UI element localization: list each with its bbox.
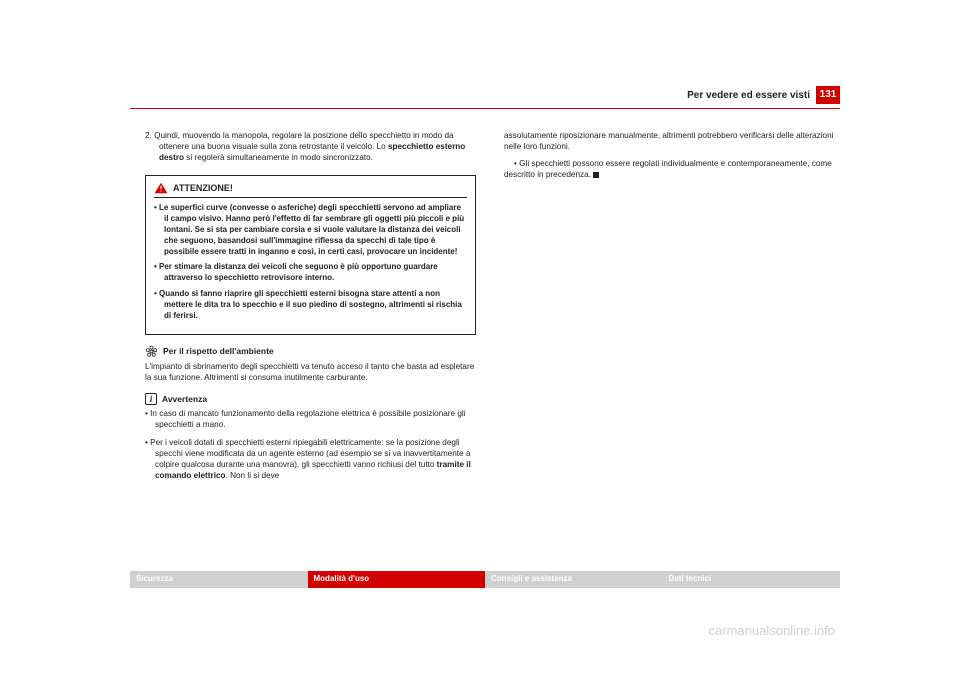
notice-b2-b: . Non li si deve <box>226 471 280 480</box>
left-column: 2. Quindi, muovendo la manopola, regolar… <box>145 130 476 558</box>
environment-title: Per il rispetto dell'ambiente <box>163 346 274 357</box>
environment-header: Per il rispetto dell'ambiente <box>145 345 476 358</box>
right-p1: assolutamente riposizionare manualmente,… <box>504 130 835 152</box>
content-area: 2. Quindi, muovendo la manopola, regolar… <box>145 130 835 558</box>
warning-bullet-3: • Quando si fanno riaprire gli specchiet… <box>154 289 467 321</box>
warning-bullet-2: • Per stimare la distanza dei veicoli ch… <box>154 262 467 284</box>
notice-title: Avvertenza <box>162 394 207 405</box>
flower-icon <box>145 345 158 358</box>
page: Per vedere ed essere visti 131 2. Quindi… <box>0 0 960 678</box>
warning-box: ATTENZIONE! • Le superfici curve (conves… <box>145 175 476 335</box>
warning-bullet-1: • Le superfici curve (convesse o asferic… <box>154 203 467 257</box>
page-number: 131 <box>816 86 840 104</box>
nav-bar: Sicurezza Modalità d'uso Consigli e assi… <box>130 571 840 588</box>
warning-title: ATTENZIONE! <box>173 182 233 194</box>
notice-b2-a: • Per i veicoli dotati di specchietti es… <box>145 438 470 469</box>
step2-part2: si regolerà simultaneamente in modo sinc… <box>184 153 373 162</box>
step-text: 2. Quindi, muovendo la manopola, regolar… <box>145 130 476 163</box>
header-rule <box>130 108 840 109</box>
end-square-icon <box>593 172 599 178</box>
environment-text: L'impianto di sbrinamento degli specchie… <box>145 361 476 383</box>
right-column: assolutamente riposizionare manualmente,… <box>504 130 835 558</box>
notice-header: i Avvertenza <box>145 393 476 405</box>
notice-bullet-2: • Per i veicoli dotati di specchietti es… <box>145 437 476 481</box>
warning-icon <box>154 182 168 194</box>
watermark: carmanualsonline.info <box>709 623 835 638</box>
section-title: Per vedere ed essere visti <box>687 90 810 101</box>
info-icon: i <box>145 393 157 405</box>
warning-header: ATTENZIONE! <box>154 182 467 198</box>
nav-consigli[interactable]: Consigli e assistenza <box>485 571 663 588</box>
nav-sicurezza[interactable]: Sicurezza <box>130 571 308 588</box>
nav-modalita[interactable]: Modalità d'uso <box>308 571 486 588</box>
nav-dati[interactable]: Dati tecnici <box>663 571 841 588</box>
right-p2: • Gli specchietti possono essere regolat… <box>504 158 835 180</box>
right-p2-text: • Gli specchietti possono essere regolat… <box>504 159 832 179</box>
notice-bullet-1: • In caso di mancato funzionamento della… <box>145 408 476 430</box>
